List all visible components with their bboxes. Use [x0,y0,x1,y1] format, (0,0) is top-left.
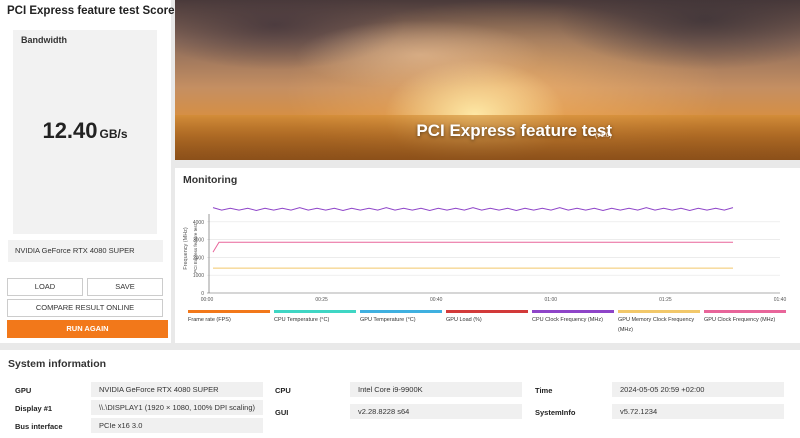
systeminfo-value: v5.72.1234 [612,404,784,419]
gpu-value: NVIDIA GeForce RTX 4080 SUPER [91,382,263,397]
gpu-name: NVIDIA GeForce RTX 4080 SUPER [8,240,163,262]
legend-item[interactable]: CPU Temperature (°C) [274,310,356,325]
legend-swatch [188,310,270,313]
x-tick-label: 01:40 [774,297,787,303]
score-number: 12.40 [42,118,98,143]
x-tick-label: 00:25 [315,297,328,303]
system-info-panel: System information GPU NVIDIA GeForce RT… [0,350,800,438]
cpu-label: CPU [275,386,291,395]
x-tick-label: 00:00 [201,297,214,303]
run-again-button[interactable]: RUN AGAIN [7,320,168,338]
system-info-title: System information [8,358,107,370]
gpu-label: GPU [15,386,32,395]
score-panel: PCI Express feature test Score Bandwidth… [0,0,191,343]
y-tick-label: 2000 [193,255,204,261]
score-value: 12.40 GB/s [13,118,157,144]
y-tick-label: 3000 [193,238,204,244]
monitoring-panel: Monitoring 4000 3000 2000 1000 0 00:00 00:25 00… [175,168,800,343]
x-tick-label: 01:00 [545,297,558,303]
hero-title: PCI Express feature test [416,121,612,140]
legend-item[interactable]: GPU Temperature (°C) [360,310,442,325]
score-unit: GB/s [99,127,128,141]
x-tick-label: 00:40 [430,297,443,303]
legend-label: GPU Load (%) [446,317,482,323]
hero-banner: PCI Express feature test (v1.0) [175,0,800,160]
save-button[interactable]: SAVE [87,278,163,296]
time-value: 2024-05-05 20:59 +02:00 [612,382,784,397]
series-line [212,207,734,212]
cpu-value: Intel Core i9-9900K [350,382,522,397]
hero-cloud [295,20,545,90]
time-label: Time [535,386,553,395]
display-label: Display #1 [15,404,53,413]
bandwidth-card: Bandwidth 12.40 GB/s [13,30,157,234]
legend-swatch [274,310,356,313]
legend-label: GPU Temperature (°C) [360,317,416,323]
bandwidth-label: Bandwidth [21,35,67,45]
hero-version: (v1.0) [595,132,612,139]
bus-interface-value: PCIe x16 3.0 [91,418,263,433]
compare-result-online-button[interactable]: COMPARE RESULT ONLINE [7,299,163,317]
gui-label: GUI [275,408,289,417]
y-tick-label: 1000 [193,273,204,279]
hero-cloud [555,0,800,70]
score-title: PCI Express feature test Score [7,5,191,17]
legend-item[interactable]: GPU Clock Frequency (MHz) [704,310,786,325]
legend-item[interactable]: Frame rate (FPS) [188,310,270,325]
systeminfo-label: SystemInfo [535,408,576,417]
legend-swatch [532,310,614,313]
monitoring-chart: 4000 3000 2000 1000 000:00 00:25 00:40 01:00 01:… [183,207,787,303]
legend-label: Frame rate (FPS) [188,317,231,323]
chart-annotation: PCI Express feature test [193,223,198,273]
legend-item[interactable]: CPU Clock Frequency (MHz) [532,310,614,325]
legend-swatch [704,310,786,313]
gui-value: v2.28.8228 s64 [350,404,522,419]
score-title-text: PCI Express feature test Score [7,5,175,17]
y-tick-label: 0 [201,291,204,297]
display-value: \\.\DISPLAY1 (1920 × 1080, 100% DPI scal… [91,400,263,415]
legend-label: GPU Memory Clock Frequency (MHz) [618,317,695,333]
legend-swatch [618,310,700,313]
legend-label: CPU Temperature (°C) [274,317,330,323]
legend-swatch [360,310,442,313]
legend-swatch [446,310,528,313]
series-line [212,241,733,253]
legend-item[interactable]: GPU Load (%) [446,310,528,325]
hero-field [175,115,800,160]
legend-label: GPU Clock Frequency (MHz) [704,317,776,323]
bus-interface-label: Bus interface [15,422,63,431]
legend-label: CPU Clock Frequency (MHz) [532,317,603,323]
legend-item[interactable]: GPU Memory Clock Frequency (MHz) [618,310,700,335]
y-tick-label: 4000 [193,220,204,226]
chart-legend: Frame rate (FPS) CPU Temperature (°C) GPU … [188,310,796,338]
monitoring-title: Monitoring [183,174,238,186]
y-axis-label: Frequency (MHz) [183,227,189,270]
load-button[interactable]: LOAD [7,278,83,296]
x-tick-label: 01:25 [659,297,672,303]
